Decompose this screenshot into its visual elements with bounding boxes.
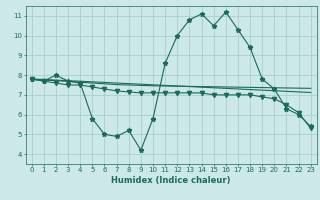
- X-axis label: Humidex (Indice chaleur): Humidex (Indice chaleur): [111, 176, 231, 185]
